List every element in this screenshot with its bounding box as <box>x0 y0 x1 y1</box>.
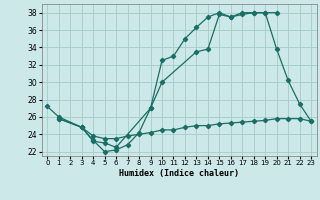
X-axis label: Humidex (Indice chaleur): Humidex (Indice chaleur) <box>119 169 239 178</box>
